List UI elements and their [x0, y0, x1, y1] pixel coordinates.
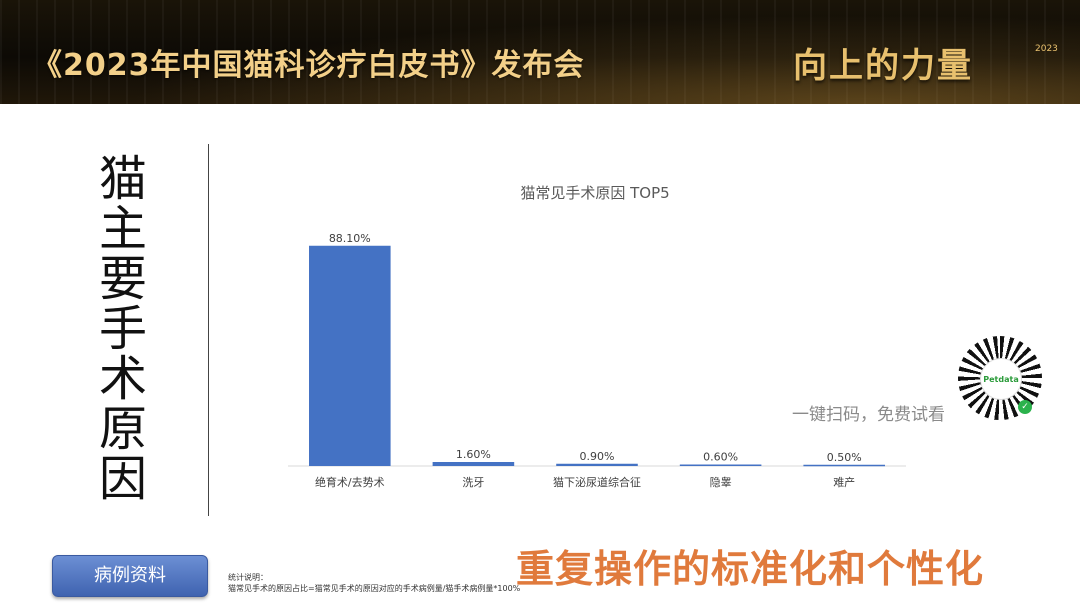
header-banner: 《2023年中国猫科诊疗白皮书》发布会 向上的力量 2023	[0, 0, 1080, 104]
divider	[208, 144, 209, 516]
bar-4	[679, 464, 762, 466]
event-logo-year: 2023	[1035, 44, 1058, 54]
mini-program-icon: ✓	[1018, 400, 1032, 414]
side-title: 猫主要手术原因	[98, 151, 147, 507]
page-title: 《2023年中国猫科诊疗白皮书》发布会	[32, 48, 585, 83]
data-label-1: 88.10%	[329, 232, 371, 245]
data-label-2: 1.60%	[456, 448, 491, 461]
bar-3	[556, 463, 638, 466]
data-label-3: 0.90%	[580, 450, 615, 463]
qr-center-logo: Petdata	[980, 358, 1022, 400]
bar-1	[309, 245, 391, 466]
chart-title: 猫常见手术原因 TOP5	[520, 184, 670, 202]
category-label-5: 难产	[833, 475, 855, 489]
data-label-4: 0.60%	[703, 451, 738, 464]
event-logo: 向上的力量	[793, 46, 973, 86]
data-label-5: 0.50%	[827, 451, 862, 464]
category-label-4: 隐睾	[710, 475, 732, 489]
bar-5	[803, 464, 885, 467]
case-data-button[interactable]: 病例资料	[52, 555, 208, 597]
scan-caption: 一键扫码，免费试看	[792, 405, 945, 425]
slogan: 重复操作的标准化和个性化	[516, 547, 985, 591]
category-label-2: 洗牙	[462, 476, 484, 489]
bar-2	[432, 462, 515, 466]
category-label-3: 猫下泌尿道综合征	[553, 475, 641, 489]
stats-note-body: 猫常见手术的原因占比=猫常见手术的原因对应的手术病例量/猫手术病例量*100%	[228, 584, 521, 593]
category-label-1: 绝育术/去势术	[315, 475, 385, 489]
stats-note-title: 统计说明：	[228, 573, 268, 582]
